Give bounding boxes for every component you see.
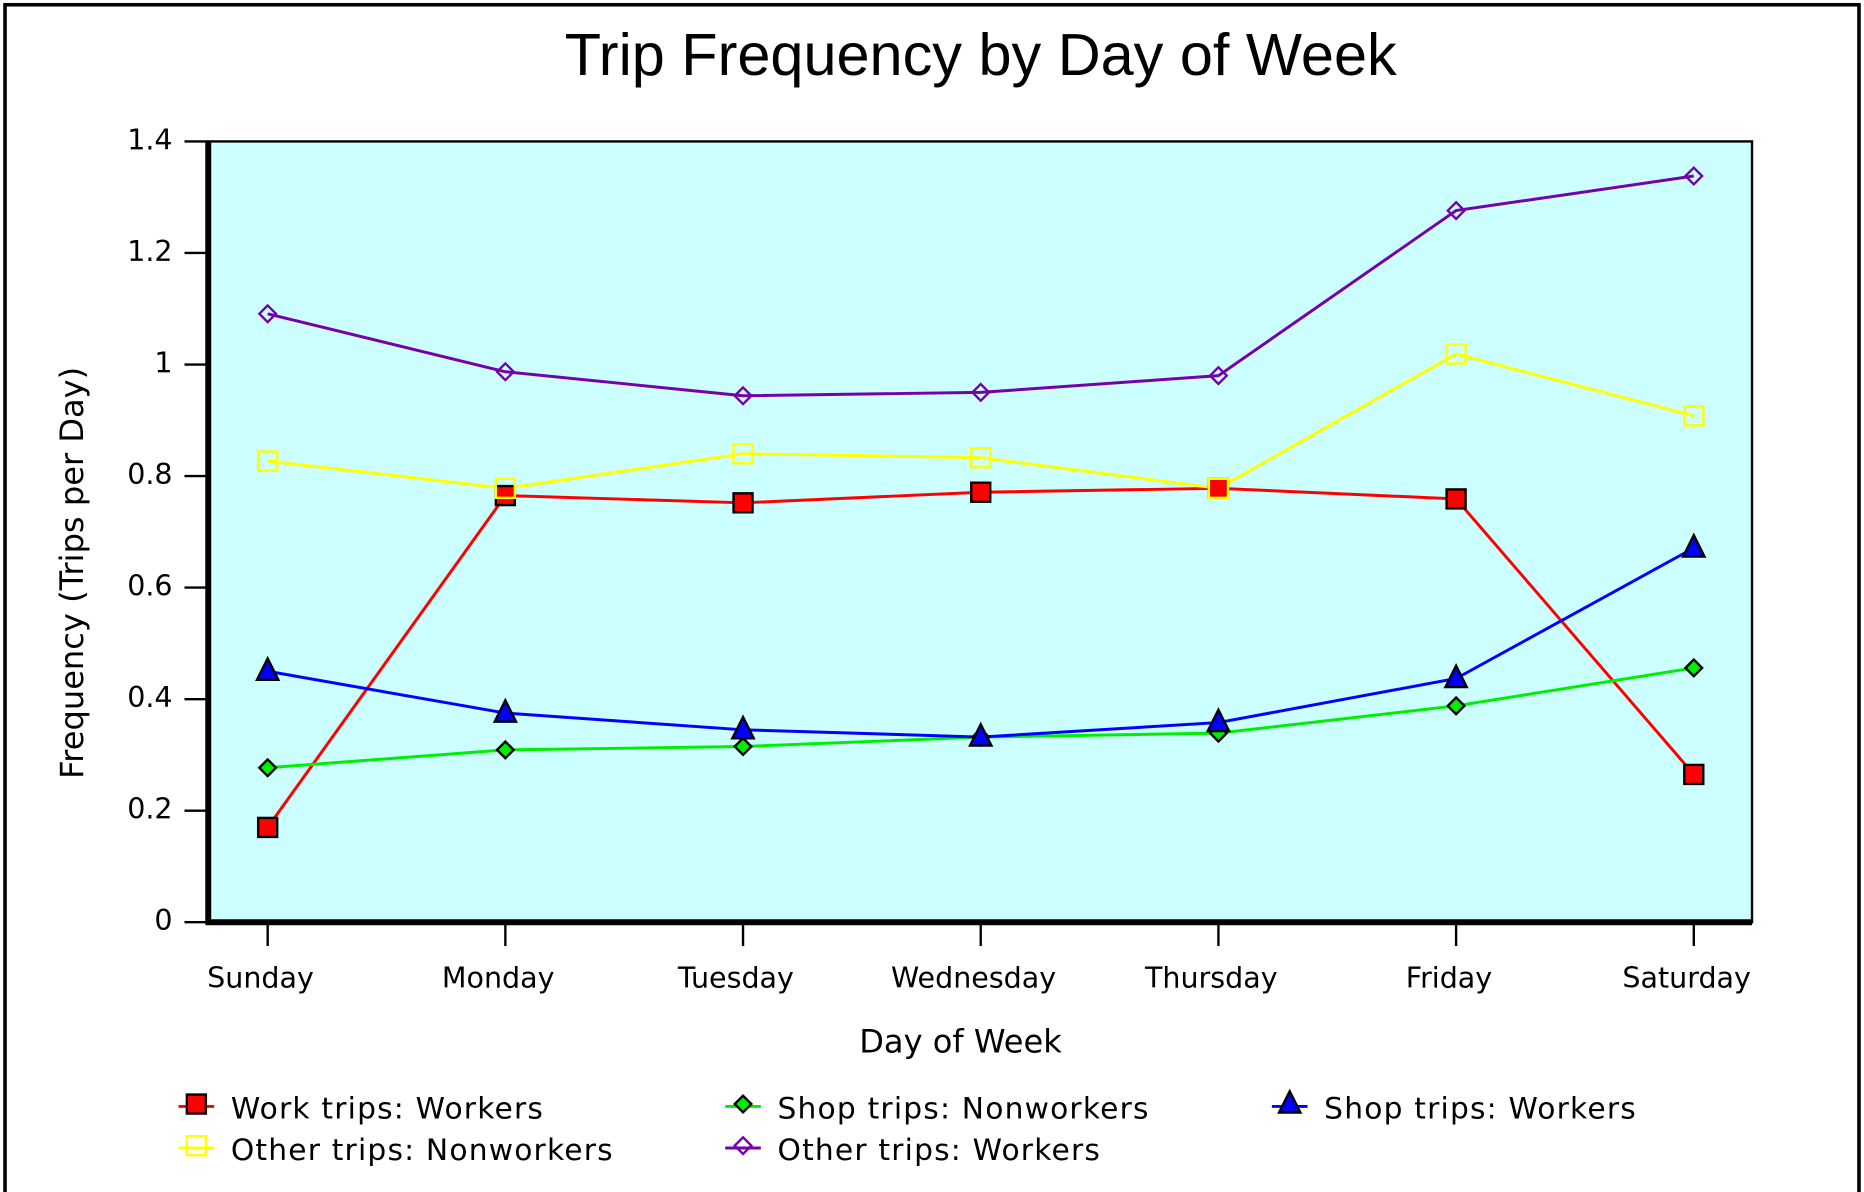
x-tick-label: Thursday: [1144, 961, 1278, 994]
data-point: [732, 443, 754, 465]
legend-label: Work trips: Workers: [231, 1091, 544, 1126]
legend-label: Shop trips: Workers: [1324, 1091, 1637, 1126]
data-point: [730, 714, 756, 740]
data-point: [494, 484, 517, 507]
x-tick-label: Sunday: [207, 961, 314, 994]
legend-marker: [733, 1094, 754, 1115]
data-point: [257, 303, 278, 324]
data-point: [1445, 343, 1467, 365]
x-tick-label: Saturday: [1622, 961, 1751, 994]
data-point: [1208, 365, 1229, 386]
data-point: [495, 739, 516, 760]
data-point: [1681, 532, 1707, 558]
data-point: [1207, 477, 1230, 500]
legend-marker: [733, 1135, 754, 1156]
y-tick-label: 0.6: [127, 570, 172, 603]
data-point: [733, 385, 754, 406]
legend-label: Other trips: Nonworkers: [231, 1133, 614, 1168]
legend-marker: [1277, 1088, 1303, 1114]
data-point: [1683, 763, 1705, 786]
frame: [3, 2, 1861, 1192]
plot-area: [207, 140, 1754, 924]
y-axis-label: Frequency (Trips per Day): [53, 367, 91, 779]
x-tick-label: Friday: [1406, 961, 1493, 994]
data-point: [1683, 657, 1704, 678]
data-point: [1683, 166, 1704, 187]
x-tick-label: Tuesday: [677, 961, 794, 994]
y-tick-label: 0.4: [127, 681, 172, 714]
x-tick-label: Wednesday: [891, 961, 1056, 994]
data-point: [495, 361, 516, 382]
data-point: [1207, 477, 1230, 500]
data-point: [1446, 695, 1467, 716]
legend-marker: [185, 1134, 208, 1157]
y-tick-label: 0: [154, 904, 172, 937]
y-tick-label: 1.4: [127, 123, 172, 156]
data-point: [494, 477, 517, 500]
data-point: [256, 450, 279, 472]
x-tick-label: Monday: [442, 961, 555, 994]
data-point: [256, 816, 279, 839]
data-point: [970, 382, 991, 403]
data-point: [255, 655, 281, 681]
data-point: [1683, 405, 1705, 427]
data-point: [970, 446, 992, 469]
data-point: [1446, 200, 1467, 221]
y-tick-label: 1.2: [127, 235, 172, 268]
data-point: [1205, 707, 1232, 733]
data-point: [492, 697, 518, 723]
data-point: [968, 721, 994, 747]
legend-label: Shop trips: Nonworkers: [778, 1091, 1150, 1126]
legend-marker: [185, 1093, 208, 1115]
y-tick-label: 0.8: [127, 458, 172, 491]
legend-label: Other trips: Workers: [778, 1133, 1102, 1168]
data-point: [732, 492, 754, 514]
data-point: [970, 481, 992, 503]
data-point: [733, 736, 754, 757]
data-point: [1445, 488, 1467, 510]
x-axis-label: Day of Week: [859, 1022, 1062, 1060]
data-point: [257, 757, 278, 778]
y-tick-label: 0.2: [127, 793, 172, 826]
series-line: [267, 174, 1695, 398]
chart-title: Trip Frequency by Day of Week: [565, 21, 1397, 88]
y-tick-label: 1: [154, 347, 172, 380]
data-point: [1443, 663, 1469, 689]
